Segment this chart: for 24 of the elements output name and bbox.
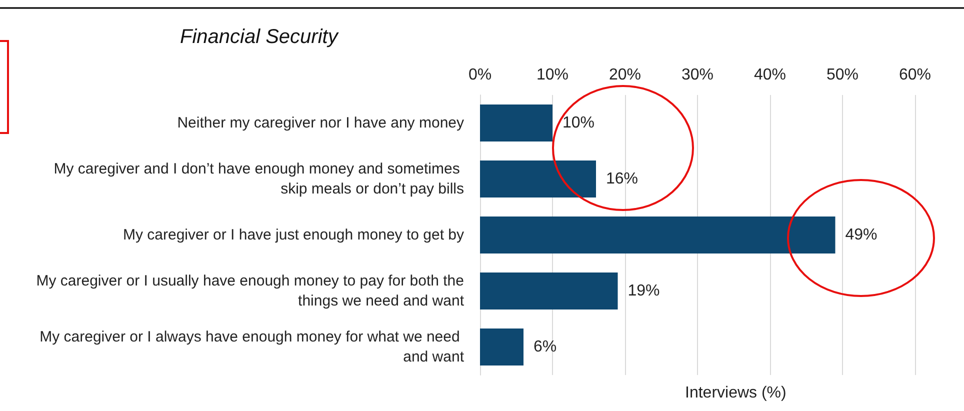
y-tick-label: Neither my caregiver nor I have any money	[177, 114, 464, 132]
y-tick-label: My caregiver or I have just enough money to get by	[122, 226, 464, 244]
x-tick-label: 60%	[898, 66, 932, 84]
text: Financial Security	[180, 26, 339, 48]
data-label: 19%	[628, 282, 660, 300]
x-tick-label: 10%	[536, 66, 569, 84]
bar	[480, 104, 552, 142]
data-label: 6%	[534, 338, 557, 356]
bar	[480, 216, 836, 254]
data-label: 49%	[845, 226, 878, 244]
bar	[480, 328, 524, 366]
bar	[480, 160, 596, 198]
y-tick-label: My caregiver or I usually have enough money to pay for both the things we need and want	[36, 272, 465, 310]
x-tick-label: 0%	[468, 66, 492, 84]
y-tick-label: My caregiver or I always have enough money for what we need and want	[40, 328, 465, 366]
x-tick-label: 40%	[754, 66, 786, 84]
x-tick-label: 20%	[608, 66, 642, 84]
x-tick-label: 30%	[681, 66, 714, 84]
data-label: 16%	[606, 170, 638, 188]
data-label: 10%	[562, 114, 595, 132]
x-tick-label: 50%	[826, 66, 859, 84]
y-tick-label: My caregiver and I don’t have enough money and sometimes skip meals or don’t pay bills	[54, 160, 464, 198]
x-axis-title: Interviews (%)	[685, 384, 786, 402]
bar	[480, 272, 618, 310]
